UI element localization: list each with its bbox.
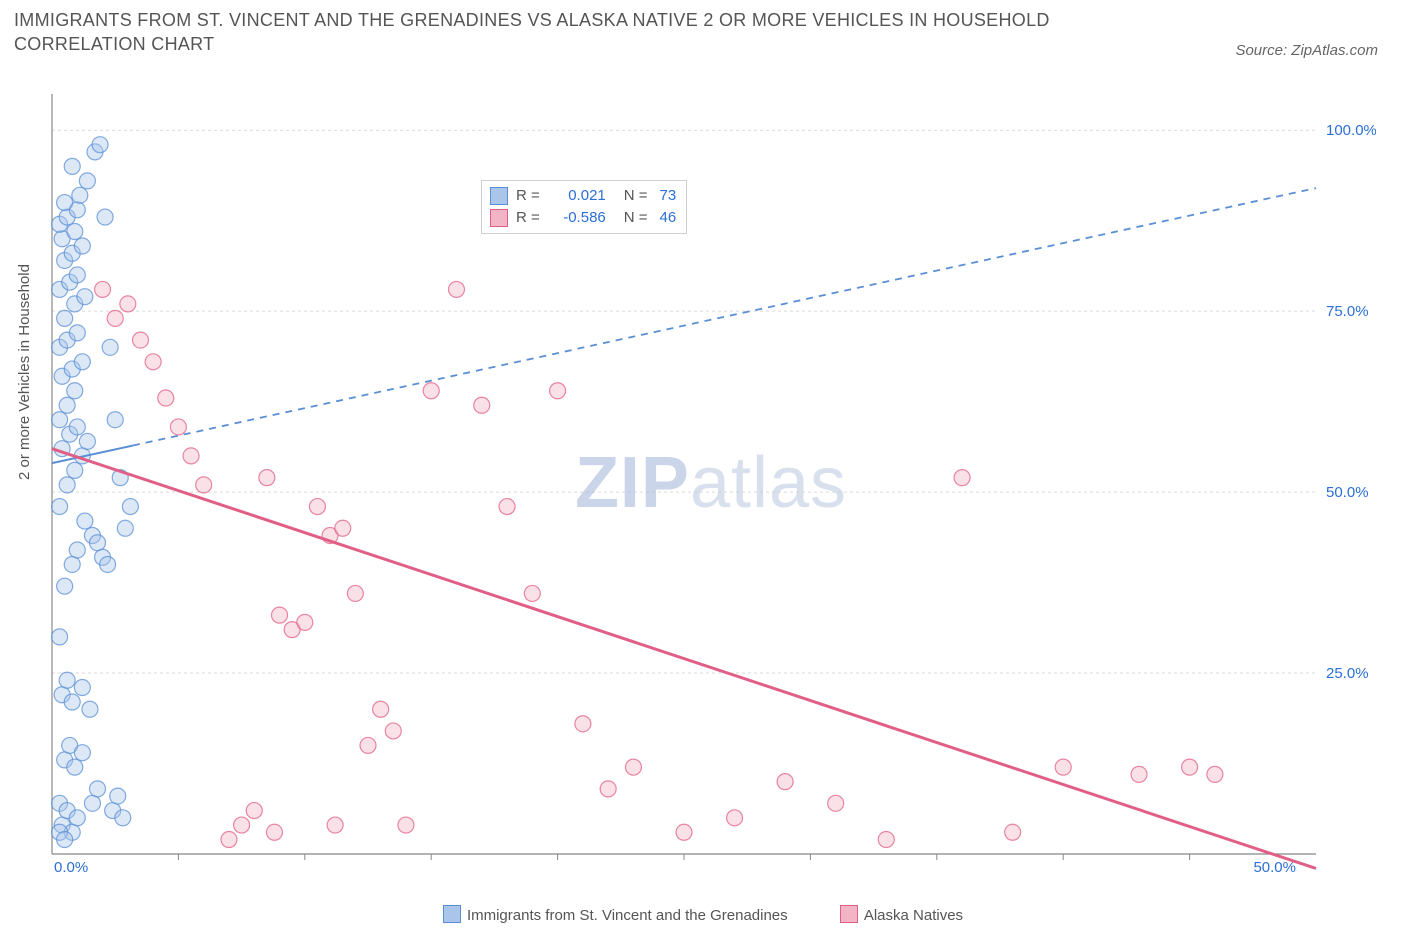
svg-text:100.0%: 100.0% xyxy=(1326,122,1376,139)
swatch-series-2 xyxy=(490,209,508,227)
chart-svg: 25.0% 50.0% 75.0% 100.0% 0.0% 50.0% xyxy=(46,88,1376,878)
svg-text:50.0%: 50.0% xyxy=(1253,859,1296,876)
stats-n-label: N = xyxy=(624,185,648,207)
stats-n-value-1: 73 xyxy=(656,185,677,207)
legend-label-2: Alaska Natives xyxy=(864,907,963,924)
svg-text:25.0%: 25.0% xyxy=(1326,665,1369,682)
scatter-plot: 25.0%50.0%75.0%100.0%0.0%50.0% ZIPatlas … xyxy=(46,88,1376,878)
stats-r-value-2: -0.586 xyxy=(548,207,606,229)
stats-row-1: R = 0.021 N = 73 xyxy=(490,185,676,207)
y-axis-label: 2 or more Vehicles in Household xyxy=(16,264,33,480)
legend-item-1: Immigrants from St. Vincent and the Gren… xyxy=(443,907,792,924)
svg-text:75.0%: 75.0% xyxy=(1326,303,1369,320)
svg-text:50.0%: 50.0% xyxy=(1326,484,1369,501)
stats-r-value-1: 0.021 xyxy=(548,185,606,207)
stats-n-value-2: 46 xyxy=(656,207,677,229)
stats-r-label: R = xyxy=(516,185,540,207)
stats-r-label: R = xyxy=(516,207,540,229)
bottom-legend: Immigrants from St. Vincent and the Gren… xyxy=(0,905,1406,924)
stats-n-label: N = xyxy=(624,207,648,229)
svg-text:0.0%: 0.0% xyxy=(54,859,88,876)
stats-box: R = 0.021 N = 73 R = -0.586 N = 46 xyxy=(481,180,687,234)
swatch-series-1-icon xyxy=(443,905,461,923)
swatch-series-1 xyxy=(490,187,508,205)
legend-item-2: Alaska Natives xyxy=(840,907,963,924)
legend-label-1: Immigrants from St. Vincent and the Gren… xyxy=(467,907,788,924)
stats-row-2: R = -0.586 N = 46 xyxy=(490,207,676,229)
swatch-series-2-icon xyxy=(840,905,858,923)
source-credit: Source: ZipAtlas.com xyxy=(1235,42,1378,59)
chart-title: IMMIGRANTS FROM ST. VINCENT AND THE GREN… xyxy=(14,8,1134,57)
